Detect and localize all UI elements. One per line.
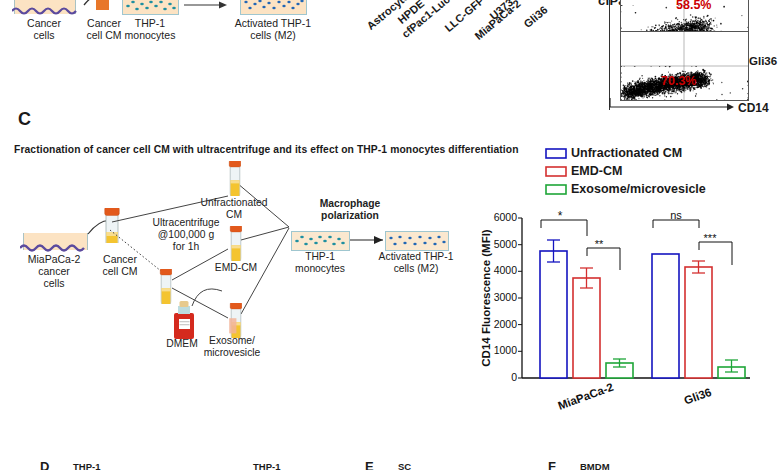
svg-text:ns: ns [670,209,682,221]
svg-text:4000: 4000 [494,264,518,276]
svg-text:2000: 2000 [494,318,518,330]
svg-text:CD14 Fluorescence (MFI): CD14 Fluorescence (MFI) [480,229,492,367]
svg-text:3000: 3000 [494,291,518,303]
svg-text:**: ** [595,238,604,250]
svg-text:MiaPaCa-2: MiaPaCa-2 [556,381,615,412]
svg-text:0: 0 [511,371,517,383]
svg-text:5000: 5000 [494,238,518,250]
svg-text:*: * [558,209,563,223]
svg-text:6000: 6000 [494,211,518,223]
svg-text:Gli36: Gli36 [682,386,713,407]
svg-text:1000: 1000 [494,344,518,356]
svg-text:***: *** [704,232,718,244]
